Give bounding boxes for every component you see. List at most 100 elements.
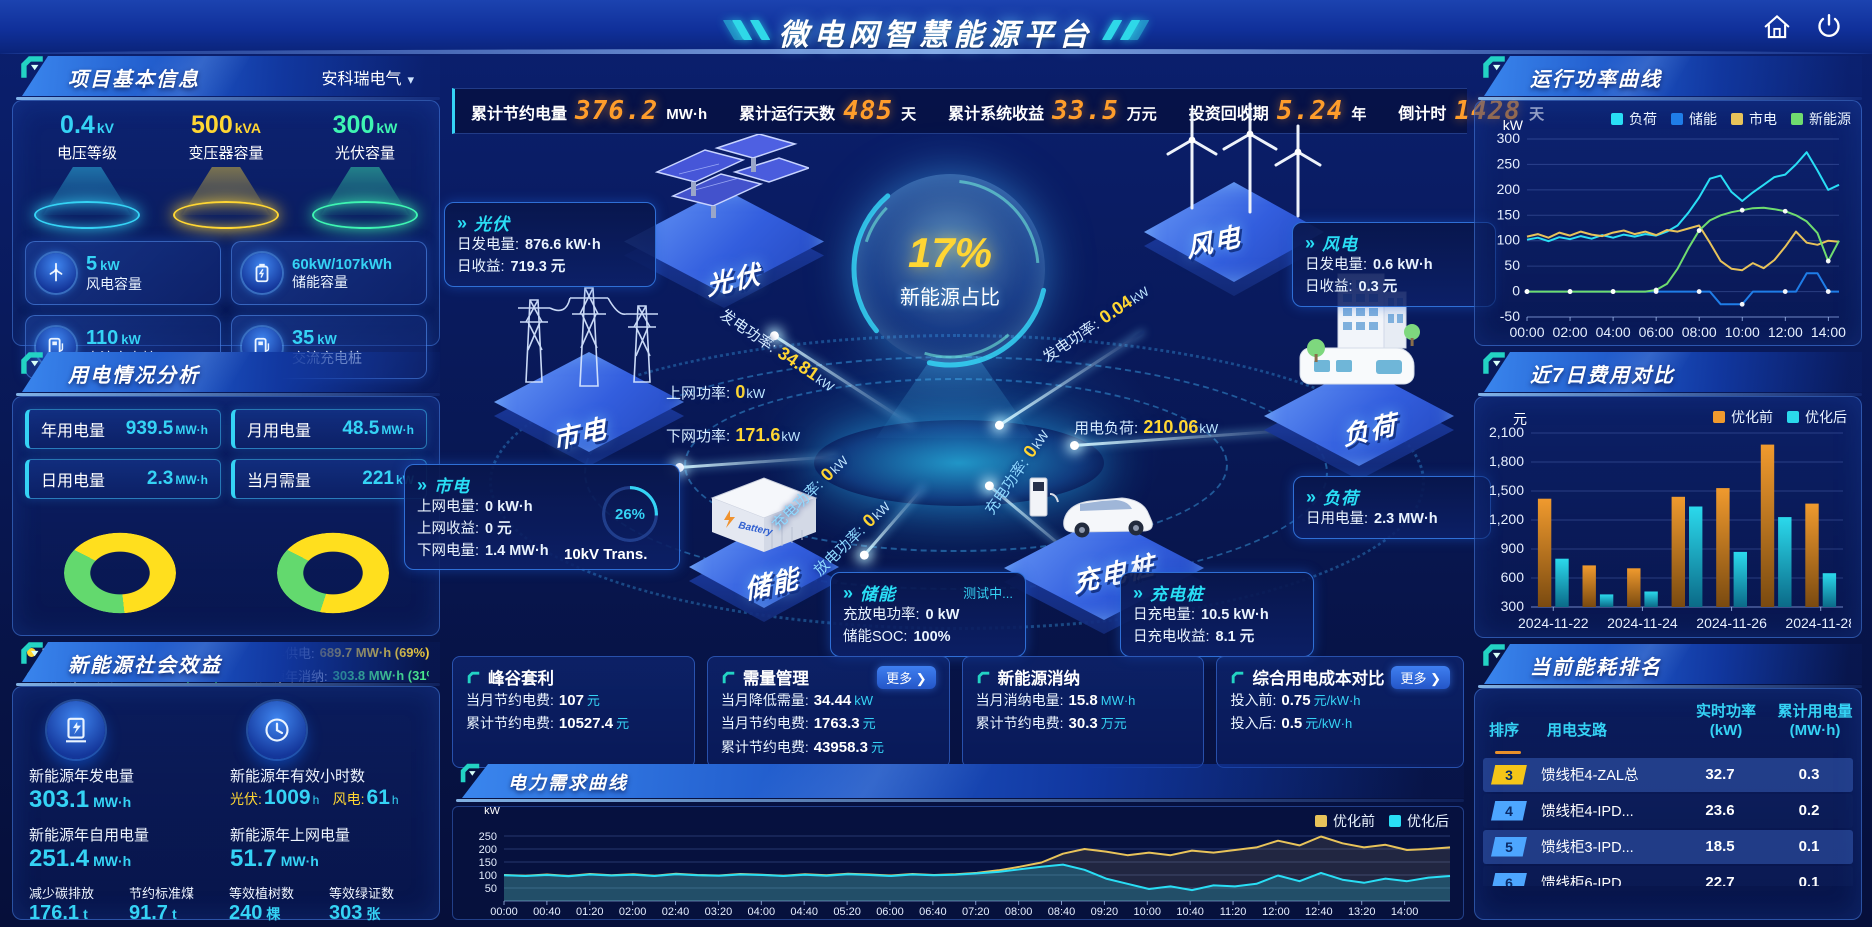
svg-text:03:20: 03:20: [705, 906, 733, 918]
rank-badge: 6: [1491, 872, 1527, 886]
load-info-box: » 负荷 日用电量: 2.3 MW·h: [1293, 476, 1491, 539]
svg-text:50: 50: [485, 883, 497, 895]
flow-load-power: 用电负荷: 210.06kW: [1074, 417, 1219, 437]
demand-chart-legend: 优化前 优化后: [1315, 811, 1449, 831]
svg-text:2024-11-26: 2024-11-26: [1696, 615, 1767, 631]
svg-text:04:00: 04:00: [1596, 324, 1631, 340]
panel-title: 用电情况分析: [68, 365, 200, 387]
more-button[interactable]: 更多 ❯: [1391, 665, 1450, 689]
power-curve-chart: 300 250 200 150 100 50 0 -50 kW 00:00 02:00 04:00 06…: [1475, 105, 1851, 341]
table-row[interactable]: 5 馈线柜3-IPD... 18.5 0.1: [1483, 829, 1853, 864]
cumulative-energy: 0.3: [1798, 766, 1820, 783]
more-button[interactable]: 更多 ❯: [877, 665, 936, 689]
svg-text:150: 150: [479, 857, 497, 869]
usage-stats: 年用电量 939.5 MW·h 月用电量 48.5 MW·h 日用电量 2.3 MW·…: [13, 397, 439, 503]
social-item-hours: 新能源年有效小时数 光伏:1009 h 风电:61 h: [230, 699, 423, 814]
power-icon[interactable]: [1814, 12, 1844, 42]
panel-title: 近7日费用对比: [1530, 365, 1676, 387]
home-icon[interactable]: [1762, 12, 1792, 42]
svg-text:2024-11-28: 2024-11-28: [1785, 615, 1851, 631]
company-select[interactable]: 安科瑞电气 ▾: [321, 71, 414, 88]
testing-status: 测试中...: [963, 586, 1013, 601]
social-item-coal: 节约标准煤 91.7 t: [129, 886, 195, 924]
scroll-indicator[interactable]: [1495, 750, 1521, 754]
svg-text:09:20: 09:20: [1091, 906, 1119, 918]
svg-text:100: 100: [1497, 232, 1521, 248]
table-row[interactable]: 4 馈线柜4-IPD... 23.6 0.2: [1483, 793, 1853, 828]
pv-node-platform: [624, 189, 824, 308]
pv-hours: 光伏:1009 h 风电:61 h: [230, 786, 399, 809]
svg-text:02:00: 02:00: [1553, 324, 1588, 340]
transformer-gauge: 26%: [602, 486, 658, 542]
svg-text:1,200: 1,200: [1489, 511, 1524, 527]
demand-curve-chart: 250 200 150 100 50 kW 00:00 00:40 01:20 02:00 02:4…: [458, 805, 1458, 919]
title-slashes-right: [1101, 19, 1150, 45]
panel-corner-icon: [21, 642, 43, 664]
chevron-right-icon: »: [1305, 232, 1316, 253]
card-renewable-consumption: 新能源消纳 当月消纳电量: 15.8 MW·h 累计节约电费: 30.3 万元: [961, 656, 1205, 768]
microgrid-scene: 17% 新能源占比 光伏 风电: [404, 102, 1496, 657]
page-title: 微电网智慧能源平台: [778, 19, 1094, 52]
svg-text:900: 900: [1501, 540, 1525, 556]
spotlight-pv-capacity: 300 kW 光伏容量: [299, 111, 431, 229]
card-corner-icon: [1232, 671, 1244, 683]
svg-text:150: 150: [1497, 206, 1521, 222]
svg-text:kW: kW: [1503, 117, 1524, 133]
svg-text:元: 元: [1513, 411, 1527, 427]
legend-dot: [27, 648, 36, 657]
svg-text:04:40: 04:40: [790, 906, 818, 918]
light-base: [34, 201, 140, 229]
svg-text:06:00: 06:00: [1639, 324, 1674, 340]
sphere-arcs: [851, 170, 1049, 368]
svg-text:14:00: 14:00: [1391, 906, 1419, 918]
svg-text:50: 50: [1504, 257, 1520, 273]
svg-text:10:40: 10:40: [1176, 906, 1204, 918]
stat-value: 939.5 MW·h: [125, 418, 208, 439]
kpi-saved-energy: 累计节约电量 376.2 MW·h: [471, 96, 708, 126]
stat-label: 当月需量: [247, 473, 312, 490]
panel-corner-icon: [21, 352, 43, 374]
panel-social-benefits: 新能源社会效益 新能源年发电量 303.1 MW·h: [12, 642, 440, 924]
renewable-share-value: 17%: [907, 228, 993, 276]
social-item-co2: 减少碳排放 176.1 t: [29, 886, 95, 924]
transformer-label: 10kV Trans.: [564, 546, 648, 563]
table-row[interactable]: 6 馈线柜6-IPD 22.7 0.1: [1483, 865, 1853, 886]
stat-value: 2.3 MW·h: [146, 468, 208, 489]
stat-label: 月用电量: [247, 423, 312, 440]
svg-text:300: 300: [1501, 598, 1525, 614]
svg-text:12:00: 12:00: [1768, 324, 1803, 340]
demand-chart-wrap: 优化前 优化后 250 200 150 100 50 kW 00:00 00:40 01:20 02…: [452, 805, 1464, 920]
svg-text:11:20: 11:20: [1220, 906, 1247, 918]
generation-icon: [47, 701, 105, 759]
col-rank: 排序: [1489, 721, 1520, 739]
hub-base: [814, 420, 1104, 506]
panel-energy-ranking: 当前能耗排名 排序 用电支路 实时功率 (kW) 累计用电量 (MW·h) 3 馈线…: [1474, 644, 1862, 920]
renewable-share-sphere: 17% 新能源占比: [851, 170, 1049, 368]
panel-power-curve: 运行功率曲线 负荷 储能 市电 新能源 300 250 200 150 100 50 0 -50 kW…: [1474, 56, 1862, 346]
svg-text:00:00: 00:00: [1509, 324, 1544, 340]
card-corner-icon: [467, 671, 480, 683]
svg-text:08:40: 08:40: [1048, 906, 1076, 918]
col-branch: 用电支路: [1547, 721, 1608, 739]
panel-header-bar: [22, 56, 440, 96]
svg-text:2024-11-24: 2024-11-24: [1607, 615, 1678, 631]
title-slashes-left: [722, 19, 771, 45]
branch-name: 馈线柜3-IPD...: [1541, 840, 1634, 856]
svg-text:2024-11-22: 2024-11-22: [1518, 615, 1589, 631]
panel-project-info: 项目基本信息 安科瑞电气 ▾ 0.4 kV 电压等级 500 kVA 变压器容量 30…: [12, 56, 440, 379]
rank-badge: 3: [1491, 764, 1527, 785]
svg-text:10:00: 10:00: [1134, 906, 1162, 918]
svg-text:2,100: 2,100: [1489, 424, 1524, 440]
social-item-trees: 等效植树数 240 棵: [229, 886, 295, 924]
table-row[interactable]: 3 馈线柜4-ZAL总 32.7 0.3: [1483, 757, 1853, 792]
charger-info-box: » 充电桩 日充电量: 10.5 kW·h 日充电收益: 8.1 元: [1120, 572, 1314, 657]
grid-info-box: » 市电 上网电量: 0 kW·h 上网收益: 0 元下网电量: 1.4 MW·h: [404, 464, 680, 571]
panel-title: 运行功率曲线: [1530, 69, 1662, 91]
battery-container-icon: Battery: [710, 477, 818, 552]
card-cost-comparison: 综合用电成本对比 更多 ❯ 投入前: 0.75 元/kW·h 投入后: 0.5 元/kW·…: [1216, 656, 1464, 768]
branch-name: 馈线柜4-IPD...: [1541, 804, 1634, 820]
realtime-power: 32.7: [1705, 766, 1735, 783]
monthly-energy-donut: [63, 532, 176, 614]
solar-panels-icon: [654, 134, 809, 218]
cost-chart-legend: 优化前 优化后: [1713, 407, 1847, 427]
